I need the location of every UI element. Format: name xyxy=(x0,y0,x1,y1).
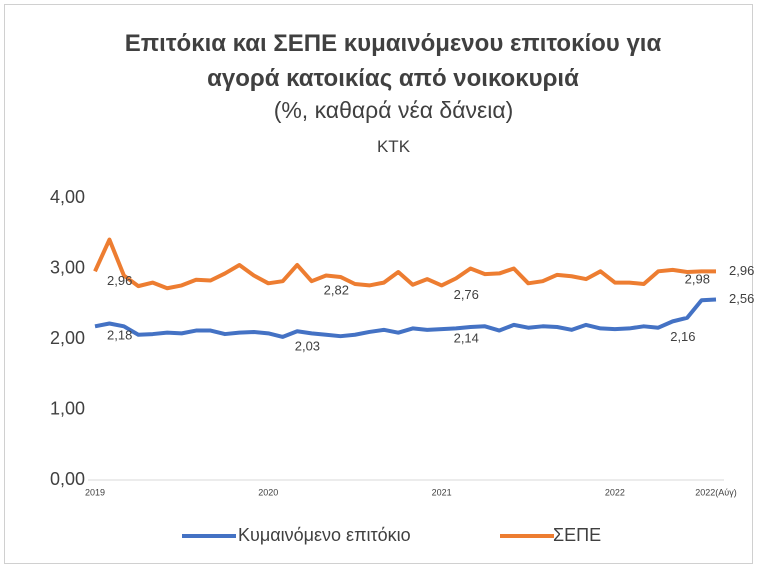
x-tick-label: 2022 xyxy=(605,487,625,497)
data-label: 2,76 xyxy=(454,287,479,302)
line-series xyxy=(93,237,716,291)
data-label: 2,18 xyxy=(107,328,132,343)
x-tick-label: 2022(Αύγ) xyxy=(695,487,736,497)
chart-frame xyxy=(4,4,753,564)
data-label: 2,96 xyxy=(107,273,132,288)
line-series xyxy=(94,297,717,339)
y-tick-label: 0,00 xyxy=(50,469,85,489)
chart-subtitle: (%, καθαρά νέα δάνεια) xyxy=(273,97,514,123)
legend-label: ΣΕΠΕ xyxy=(553,525,601,545)
legend-label: Κυμαινόμενο επιτόκιο xyxy=(238,525,411,545)
data-label: 2,14 xyxy=(454,331,479,346)
data-label: 2,82 xyxy=(324,283,349,298)
y-tick-label: 1,00 xyxy=(50,398,85,418)
chart-source: ΚΤΚ xyxy=(376,137,411,156)
y-tick-label: 3,00 xyxy=(50,257,85,277)
x-tick-label: 2020 xyxy=(258,487,278,497)
x-tick-label: 2021 xyxy=(432,487,452,497)
y-tick-label: 4,00 xyxy=(50,187,85,207)
data-label: 2,16 xyxy=(670,329,695,344)
data-label: 2,56 xyxy=(729,291,754,306)
y-tick-label: 2,00 xyxy=(50,328,85,348)
x-tick-label: 2019 xyxy=(85,487,105,497)
chart-title: Επιτόκια και ΣΕΠΕ κυμαινόμενου επιτοκίου… xyxy=(124,30,662,92)
data-label: 2,96 xyxy=(729,263,754,278)
data-label: 2,03 xyxy=(295,338,320,353)
data-label: 2,98 xyxy=(685,271,710,286)
